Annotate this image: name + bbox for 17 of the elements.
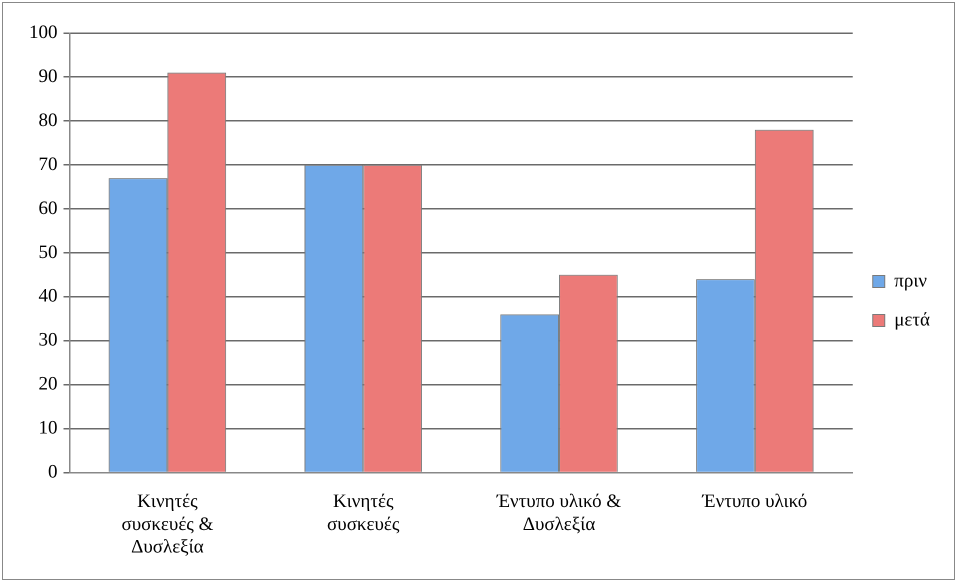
y-tick-label: 30 bbox=[38, 330, 58, 351]
y-tick-label: 100 bbox=[29, 22, 58, 43]
legend-label: μετά bbox=[894, 309, 930, 330]
y-tick-label: 40 bbox=[38, 286, 58, 307]
y-tick-label: 90 bbox=[38, 66, 58, 87]
y-tick-label: 60 bbox=[38, 198, 58, 219]
y-tick-label: 0 bbox=[48, 462, 58, 483]
y-tick-label: 70 bbox=[38, 154, 58, 175]
y-tick-label: 80 bbox=[38, 110, 58, 131]
x-tick-label: Κινητές συσκευές & Δυσλεξία bbox=[121, 490, 214, 558]
x-tick-label: Έντυπο υλικό bbox=[701, 490, 808, 512]
x-tick-label: Κινητές συσκευές bbox=[327, 490, 400, 535]
y-tick-label: 50 bbox=[38, 242, 58, 263]
x-tick-label: Έντυπο υλικό & Δυσλεξία bbox=[496, 490, 622, 535]
legend-label: πριν bbox=[894, 270, 928, 292]
y-tick-label: 20 bbox=[38, 374, 58, 395]
y-tick-label: 10 bbox=[38, 418, 58, 439]
